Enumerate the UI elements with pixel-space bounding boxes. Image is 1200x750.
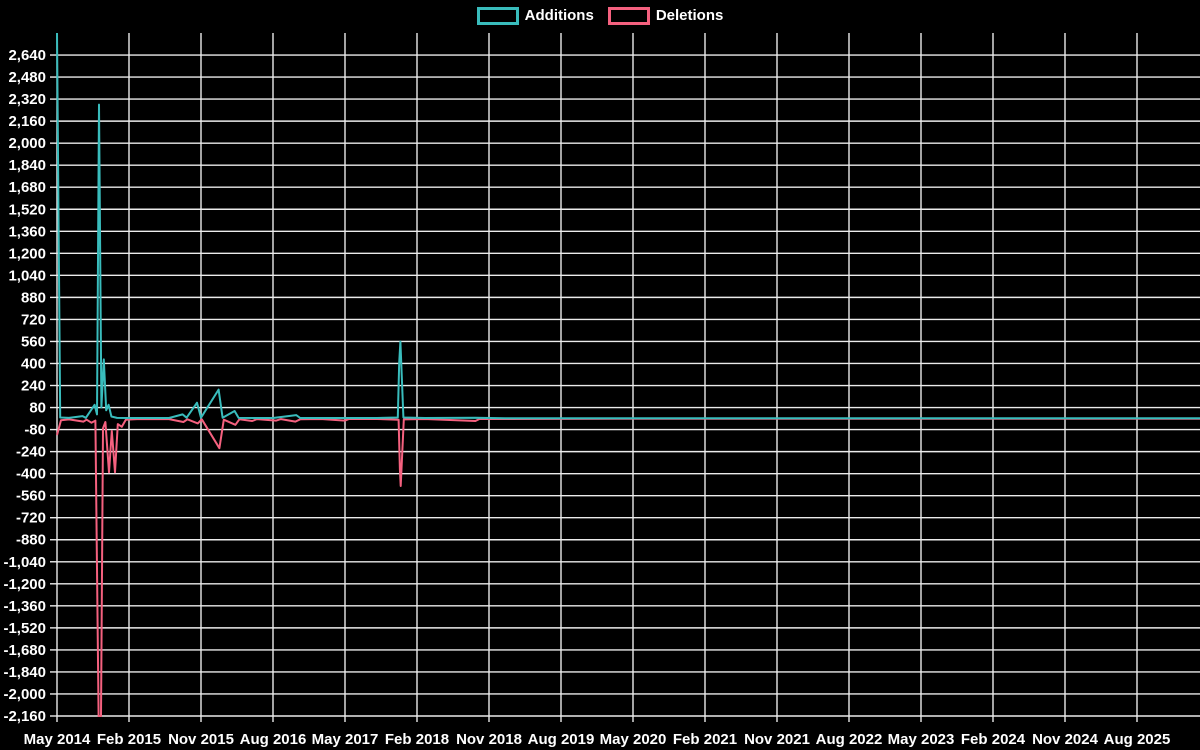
deletions-line [56, 417, 1200, 717]
axis-ticks [50, 54, 1138, 722]
x-tick-label: Nov 2021 [744, 731, 810, 748]
x-tick-label: Feb 2021 [673, 731, 737, 748]
y-tick-label: 2,160 [8, 113, 46, 130]
x-tick-label: May 2017 [312, 731, 379, 748]
x-tick-label: May 2020 [600, 731, 667, 748]
additions-swatch-icon [476, 7, 519, 25]
x-tick-label: Aug 2022 [816, 731, 883, 748]
y-tick-label: -560 [16, 488, 46, 505]
y-tick-label: 1,840 [8, 157, 46, 174]
legend-label-deletions: Deletions [655, 7, 724, 24]
x-tick-label: Feb 2015 [97, 731, 161, 748]
y-tick-label: -400 [16, 466, 46, 483]
y-tick-label: 1,360 [8, 223, 46, 240]
y-tick-label: -2,000 [3, 686, 46, 703]
legend-item-additions[interactable]: Additions [476, 7, 594, 25]
y-tick-label: -1,840 [3, 664, 46, 681]
y-tick-label: 2,320 [8, 91, 46, 108]
x-tick-label: Feb 2018 [385, 731, 449, 748]
x-tick-label: Nov 2018 [456, 731, 522, 748]
y-tick-label: -1,200 [3, 576, 46, 593]
x-tick-label: Feb 2024 [961, 731, 1026, 748]
y-tick-label: -1,040 [3, 554, 46, 571]
x-tick-label: Aug 2016 [240, 731, 307, 748]
x-tick-label: Aug 2025 [1104, 731, 1171, 748]
x-tick-label: May 2014 [24, 731, 91, 748]
y-axis-labels: 2,640 2,480 2,320 2,160 2,000 1,840 1,680 1,520… [3, 47, 46, 725]
y-tick-label: -2,160 [3, 708, 46, 725]
y-tick-label: 1,520 [8, 201, 46, 218]
y-tick-label: 1,200 [8, 245, 46, 262]
x-tick-label: May 2023 [888, 731, 955, 748]
y-tick-label: 720 [21, 311, 46, 328]
x-tick-label: Aug 2019 [528, 731, 595, 748]
y-tick-label: 1,040 [8, 267, 46, 284]
x-tick-label: Nov 2015 [168, 731, 234, 748]
y-tick-label: 80 [29, 400, 46, 417]
y-tick-label: 240 [21, 378, 46, 395]
chart-legend: Additions Deletions [0, 7, 1200, 25]
y-tick-label: -1,520 [3, 620, 46, 637]
legend-label-additions: Additions [524, 7, 594, 24]
y-tick-label: -720 [16, 510, 46, 527]
gridlines [56, 33, 1200, 717]
y-tick-label: -1,680 [3, 642, 46, 659]
y-tick-label: 880 [21, 289, 46, 306]
y-tick-label: -80 [24, 422, 46, 439]
y-tick-label: -240 [16, 444, 46, 461]
additions-line [56, 32, 1200, 420]
x-tick-label: Nov 2024 [1032, 731, 1099, 748]
y-tick-label: -1,360 [3, 598, 46, 615]
y-tick-label: 560 [21, 333, 46, 350]
data-series [56, 32, 1200, 717]
x-axis-labels: May 2014 Feb 2015 Nov 2015 Aug 2016 May 2017… [24, 731, 1171, 748]
y-tick-label: -880 [16, 532, 46, 549]
y-tick-label: 1,680 [8, 179, 46, 196]
y-tick-label: 400 [21, 355, 46, 372]
deletions-swatch-icon [607, 7, 650, 25]
y-tick-label: 2,000 [8, 135, 46, 152]
legend-item-deletions[interactable]: Deletions [607, 7, 724, 25]
y-tick-label: 2,480 [8, 69, 46, 86]
y-tick-label: 2,640 [8, 47, 46, 64]
